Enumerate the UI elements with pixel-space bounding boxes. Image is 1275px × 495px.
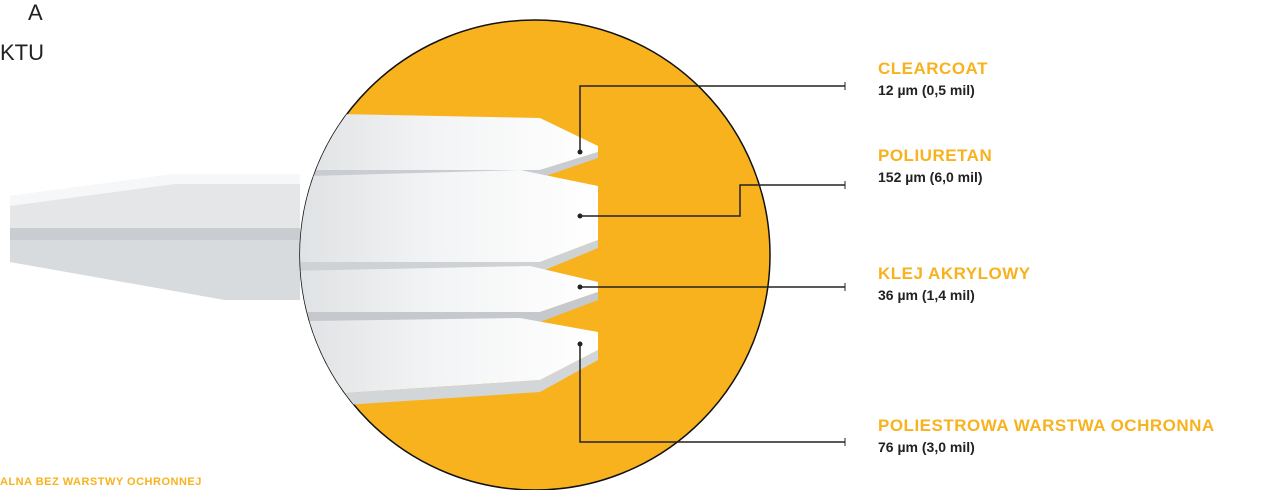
layer-polyurethane-shape (300, 170, 598, 272)
label-clearcoat: CLEARCOAT 12 µm (0,5 mil) (878, 60, 988, 97)
film-strip (10, 174, 300, 300)
layer-adhesive-shape (300, 266, 598, 322)
leader-polyester-dot (577, 341, 583, 347)
heading-fragment-1: A (28, 0, 43, 25)
layer-name-polyester: POLIESTROWA WARSTWA OCHRONNA (878, 416, 1215, 435)
label-polyurethane: POLIURETAN 152 µm (6,0 mil) (878, 147, 992, 184)
leader-polyester (579, 344, 845, 443)
heading-fragment-2: KTU (0, 40, 44, 65)
layer-thickness-adhesive: 36 µm (1,4 mil) (878, 287, 975, 303)
layer-thickness-polyester: 76 µm (3,0 mil) (878, 439, 975, 455)
layer-name-clearcoat: CLEARCOAT (878, 59, 988, 78)
leader-polyurethane-dot (577, 213, 583, 219)
label-polyester: POLIESTROWA WARSTWA OCHRONNA 76 µm (3,0 … (878, 417, 1215, 454)
layer-clearcoat-shape (300, 112, 598, 178)
footer-note: ALNA BEZ WARSTWY OCHRONNEJ (0, 476, 202, 488)
layer-thickness-polyurethane: 152 µm (6,0 mil) (878, 169, 983, 185)
layer-name-polyurethane: POLIURETAN (878, 146, 993, 165)
leader-adhesive-dot (577, 284, 583, 290)
leader-clearcoat-dot (577, 149, 583, 155)
leader-lines (577, 82, 846, 446)
leader-clearcoat (579, 85, 845, 152)
layer-thickness-clearcoat: 12 µm (0,5 mil) (878, 82, 975, 98)
label-adhesive: KLEJ AKRYLOWY 36 µm (1,4 mil) (878, 265, 1031, 302)
layer-name-adhesive: KLEJ AKRYLOWY (878, 264, 1031, 283)
leader-polyurethane (580, 184, 845, 217)
